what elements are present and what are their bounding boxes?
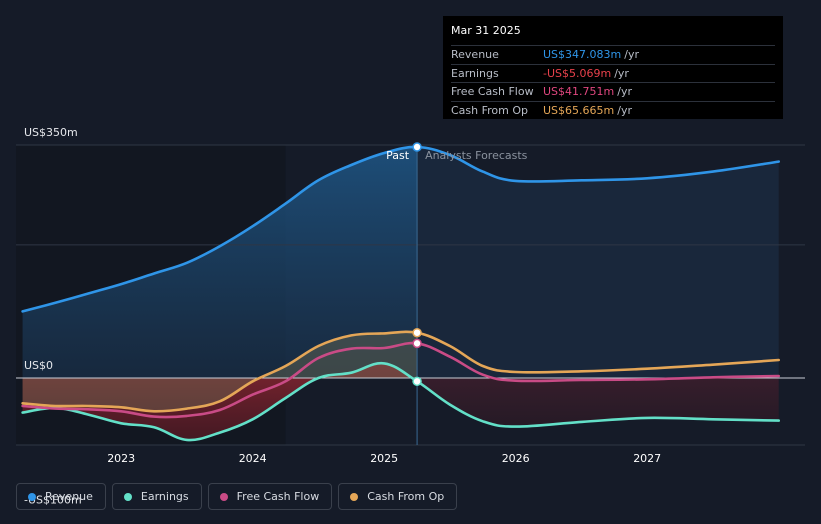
tooltip-value: US$347.083m <box>543 48 622 62</box>
tooltip-value: US$41.751m <box>543 85 615 99</box>
tooltip-label: Revenue <box>451 48 499 62</box>
legend-item-earnings[interactable]: Earnings <box>111 483 202 510</box>
y-tick-label: US$0 <box>24 359 53 372</box>
tooltip-value: -US$5.069m <box>543 66 612 80</box>
revenue-area-forecast <box>417 146 779 378</box>
tooltip-label: Earnings <box>451 66 499 80</box>
legend-label: Earnings <box>140 490 189 503</box>
series-line-free-cash-flow <box>21 341 780 419</box>
x-tick-label: 2026 <box>502 452 530 465</box>
highlight-point-revenue <box>412 142 422 152</box>
tooltip-unit: /yr <box>617 85 632 99</box>
y-tick-label: US$350m <box>24 126 78 139</box>
past-label: Past <box>386 149 410 162</box>
legend-label: Cash From Op <box>367 490 445 503</box>
legend-item-free-cash-flow[interactable]: Free Cash Flow <box>207 483 333 510</box>
x-tick-label: 2024 <box>239 452 267 465</box>
y-tick-label: -US$100m <box>24 494 82 507</box>
legend-item-cash-from-op[interactable]: Cash From Op <box>338 483 458 510</box>
legend-item-revenue[interactable]: Revenue <box>16 483 106 510</box>
legend-dot-icon <box>123 492 132 501</box>
tooltip-label: Cash From Op <box>451 103 529 117</box>
series-line-earnings <box>21 361 780 442</box>
cash-from-op-area <box>22 331 418 412</box>
legend-label: Free Cash Flow <box>236 490 320 503</box>
tooltip-row-cash-from-op: Cash From Op US$65.665m /yr <box>451 100 775 120</box>
legend-label: Revenue <box>45 490 93 503</box>
x-tick-label: 2025 <box>370 452 398 465</box>
tooltip-row-revenue: Revenue US$347.083m /yr <box>451 45 775 64</box>
forecast-label: Analysts Forecasts <box>425 149 528 162</box>
tooltip-label: Free Cash Flow <box>451 85 534 99</box>
tooltip-date: Mar 31 2025 <box>451 24 521 37</box>
highlight-point-cash-from-op <box>412 327 422 338</box>
tooltip-row-free-cash-flow: Free Cash Flow US$41.751m /yr <box>451 82 775 101</box>
chart-legend: Revenue Earnings Free Cash Flow Cash Fro… <box>16 483 458 510</box>
legend-dot-icon <box>350 492 359 501</box>
x-tick-label: 2023 <box>107 452 135 465</box>
tooltip-panel: Mar 31 2025 Revenue US$347.083m /yr Earn… <box>443 16 783 119</box>
tooltip-unit: /yr <box>617 103 632 117</box>
tooltip-value: US$65.665m <box>543 103 615 117</box>
earnings-area-forecast <box>417 378 779 427</box>
x-tick-label: 2027 <box>633 452 661 465</box>
legend-dot-icon <box>28 492 36 501</box>
revenue-area-past <box>22 146 418 378</box>
tooltip-unit: /yr <box>624 48 639 62</box>
tooltip-unit: /yr <box>614 66 629 80</box>
highlight-point-earnings <box>412 376 422 387</box>
series-line-revenue <box>21 145 780 313</box>
legend-dot-icon <box>219 492 228 501</box>
highlight-point-free-cash-flow <box>412 338 422 349</box>
series-line-cash-from-op <box>21 330 780 413</box>
tooltip-row-earnings: Earnings -US$5.069m /yr <box>451 63 775 83</box>
